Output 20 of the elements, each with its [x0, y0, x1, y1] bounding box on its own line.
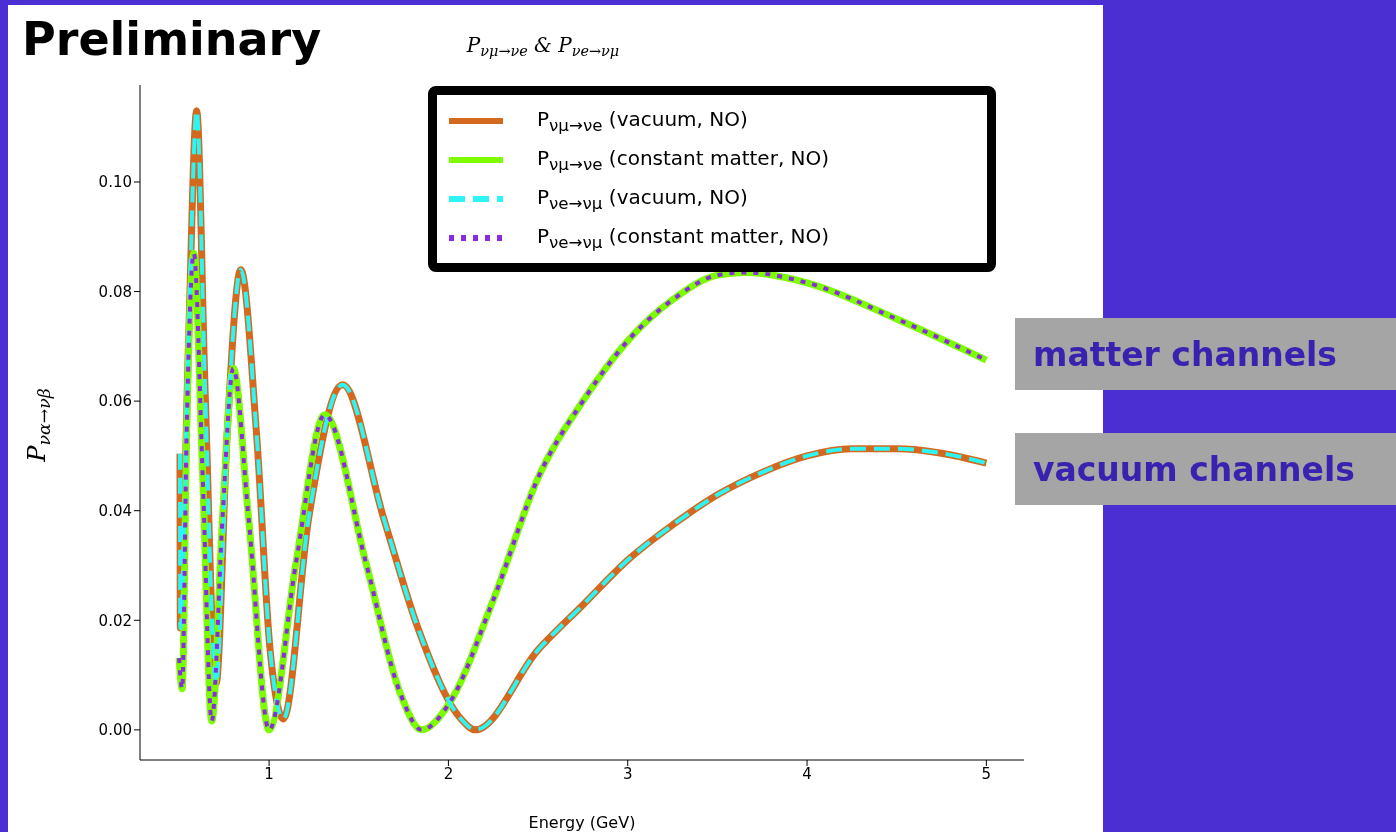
text: Preliminary: [22, 12, 322, 66]
legend-label: P$_{νe→νμ}$ (constant matter, NO): [537, 223, 830, 252]
x-tick-label: 5: [981, 764, 992, 783]
y-tick-label: 0.06: [98, 392, 132, 411]
text: vacuum channels: [1015, 433, 1396, 505]
legend-label: P$_{νμ→νe}$ (vacuum, NO): [537, 106, 748, 135]
y-tick-label: 0.04: [98, 502, 132, 521]
x-tick-label: 4: [802, 764, 812, 783]
x-axis-title: Energy (GeV): [528, 813, 636, 832]
text: matter channels: [1015, 318, 1396, 390]
chart-title: P$_{νμ→νe}$ & P$_{νe→νμ}$: [465, 33, 620, 60]
x-tick-label: 3: [622, 764, 633, 783]
y-tick-label: 0.10: [98, 173, 132, 192]
legend-label: P$_{νe→νμ}$ (vacuum, NO): [537, 184, 748, 213]
y-tick-label: 0.08: [98, 282, 132, 301]
y-tick-label: 0.02: [98, 611, 132, 630]
y-tick-label: 0.00: [98, 721, 132, 740]
x-tick-label: 2: [443, 764, 454, 783]
x-tick-label: 1: [264, 764, 274, 783]
legend-label: P$_{νμ→νe}$ (constant matter, NO): [537, 145, 830, 174]
